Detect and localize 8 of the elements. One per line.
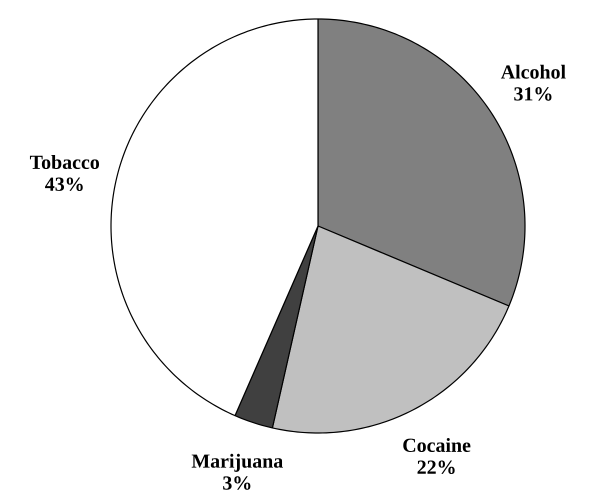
data-label: 3% [223, 476, 250, 490]
slice-label: Marijuana [192, 454, 283, 472]
slice-label: Tobacco [30, 154, 100, 170]
data-label: 31% [514, 87, 552, 101]
data-label: 43% [45, 177, 83, 191]
data-label: 22% [418, 460, 455, 474]
slice-label: Cocaine [403, 438, 470, 452]
slice-label: Alcohol [500, 64, 566, 79]
